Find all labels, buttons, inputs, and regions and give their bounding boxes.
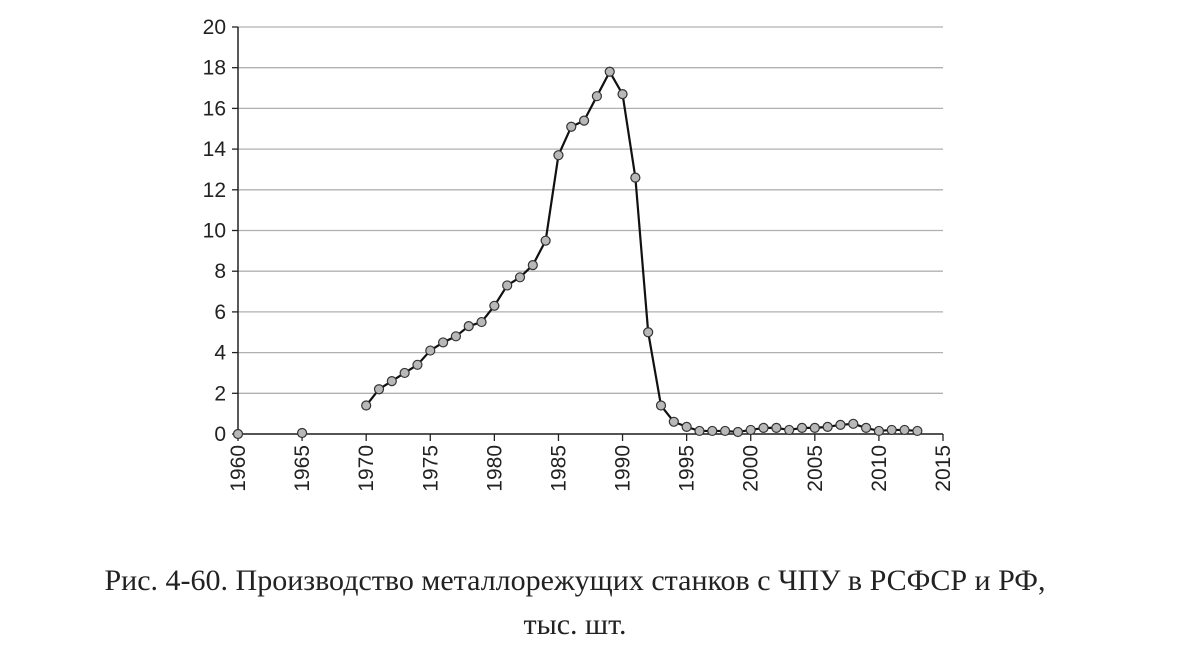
point [835,419,846,430]
caption: тыс. шт. [523,608,626,641]
x-tick-label: 1975 [419,445,442,492]
point [399,367,410,379]
point [771,422,782,433]
point [373,384,385,395]
point [437,337,449,348]
point [912,425,923,437]
point [848,418,859,429]
point [386,375,397,387]
point [643,327,654,338]
point [655,400,667,411]
point [796,422,808,433]
point [463,321,474,332]
point [296,427,308,439]
x-tick-label: 1985 [547,445,570,492]
x-tick-label: 2010 [868,445,891,492]
point [681,421,692,432]
point [232,428,244,440]
x-tick-label: 1990 [612,445,635,492]
point [617,89,628,100]
point [476,316,487,328]
point [732,426,744,438]
point [450,331,462,342]
point [809,422,820,433]
x-tick-label: 1980 [483,445,506,492]
y-tick-label: 4 [214,342,226,365]
point [361,400,372,411]
y-tick-label: 0 [214,423,226,446]
point [873,425,885,437]
point [822,421,833,432]
point [514,272,526,283]
point [591,91,603,102]
point [604,66,615,77]
point [489,300,500,311]
point [784,424,795,436]
y-tick-label: 18 [203,57,226,80]
point [707,425,718,437]
point [553,150,564,161]
y-tick-label: 6 [214,301,226,324]
point [745,424,756,436]
y-tick-label: 14 [203,138,227,161]
point [540,235,551,246]
y-tick-label: 20 [203,16,226,39]
point [886,424,897,436]
line [365,70,918,434]
y-tick-label: 10 [203,220,226,243]
point [502,280,513,291]
point [412,359,423,370]
point [425,345,436,356]
x-tick-label: 2005 [804,445,827,492]
y-tick-label: 8 [214,260,226,283]
x-tick-label: 2000 [740,445,763,492]
point [668,416,679,427]
point [566,121,577,132]
point [899,424,910,436]
x-tick-label: 1995 [676,445,699,492]
y-tick-label: 2 [214,382,226,405]
point [860,422,872,433]
point [578,115,590,126]
point [694,425,705,437]
caption: Рис. 4-60. Производство металлорежущих с… [104,564,1045,597]
x-tick-label: 2015 [932,445,955,492]
point [758,422,769,433]
x-tick-label: 1965 [291,445,314,492]
point [527,259,538,271]
point [719,425,731,437]
y-tick-label: 16 [203,97,226,120]
x-tick-label: 1960 [227,445,250,492]
x-tick-label: 1970 [355,445,378,492]
point [630,172,641,183]
y-tick-label: 12 [203,179,226,202]
